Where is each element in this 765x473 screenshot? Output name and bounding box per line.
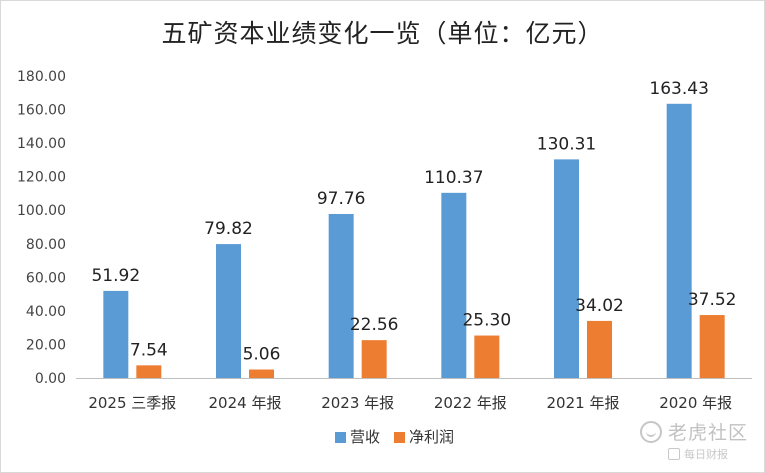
net-profit-data-label: 22.56 [350, 315, 399, 335]
legend-swatch [335, 432, 346, 443]
net-profit-bar [361, 340, 387, 378]
y-tick-label: 60.00 [26, 270, 66, 286]
y-tick-label: 0.00 [35, 371, 66, 387]
category-label: 2022 年报 [434, 394, 507, 412]
legend-label: 净利润 [409, 428, 454, 446]
revenue-bar [441, 192, 467, 378]
category-label: 2021 年报 [547, 394, 620, 412]
category-label: 2020 年报 [659, 394, 732, 412]
watermark-brand: 老虎社区 [668, 422, 749, 444]
y-tick-label: 140.00 [17, 136, 66, 152]
category-label: 2023 年报 [321, 394, 394, 412]
y-tick-label: 160.00 [17, 103, 66, 119]
tiger-logo-icon [640, 420, 662, 443]
net-profit-bar [474, 335, 500, 378]
revenue-data-label: 163.43 [649, 79, 708, 99]
revenue-data-label: 110.37 [424, 168, 483, 188]
legend-label: 营收 [350, 428, 380, 446]
net-profit-data-label: 37.52 [688, 290, 737, 310]
revenue-data-label: 79.82 [204, 219, 253, 239]
net-profit-data-label: 34.02 [575, 296, 624, 316]
net-profit-data-label: 7.54 [130, 340, 168, 360]
revenue-bar [554, 159, 579, 378]
watermark-sub: 每日财报 [668, 446, 728, 462]
net-profit-data-label: 5.06 [243, 345, 281, 365]
legend-layer: 营收 净利润 [335, 428, 454, 446]
labels-layer: 51.92 7.54 79.82 5.06 97.76 22.56 110.37 25.30 1… [91, 79, 736, 365]
y-tick-label: 120.00 [17, 170, 66, 186]
net-profit-bar [249, 369, 274, 378]
net-profit-bar [136, 365, 162, 378]
axis-layer: 0.00 20.00 40.00 60.00 80.00 100.00 120.00 140.… [17, 69, 752, 412]
net-profit-bar [699, 315, 725, 378]
category-label: 2025 三季报 [88, 394, 176, 412]
net-profit-bar [587, 320, 612, 378]
y-tick-label: 80.00 [26, 237, 66, 253]
y-tick-label: 20.00 [26, 337, 66, 353]
revenue-bar [216, 244, 241, 378]
revenue-bar [328, 213, 354, 378]
category-label: 2024 年报 [209, 394, 282, 412]
revenue-data-label: 97.76 [317, 189, 366, 209]
bars-layer [103, 103, 725, 378]
revenue-bar [666, 103, 692, 378]
revenue-bar [103, 290, 129, 378]
legend-swatch [394, 432, 405, 443]
watermark: 老虎社区 [640, 418, 748, 445]
chart-title: 五矿资本业绩变化一览（单位：亿元） [161, 19, 604, 48]
revenue-data-label: 51.92 [91, 266, 140, 286]
watermark-sub-label: 每日财报 [684, 448, 728, 461]
net-profit-data-label: 25.30 [462, 311, 511, 331]
y-tick-label: 180.00 [17, 69, 66, 85]
report-icon [668, 448, 680, 460]
y-tick-label: 40.00 [26, 304, 66, 320]
y-tick-label: 100.00 [17, 203, 66, 219]
revenue-data-label: 130.31 [537, 134, 596, 154]
